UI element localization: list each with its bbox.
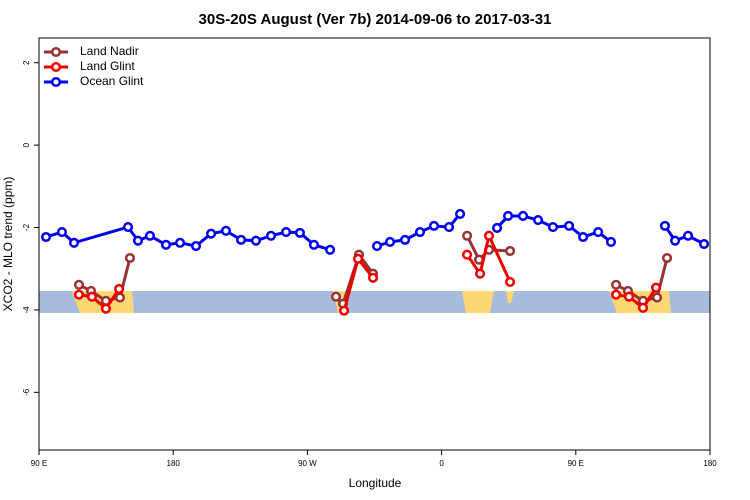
point [353,253,364,264]
point [662,252,673,264]
point [68,237,80,248]
legend-marker [50,61,62,73]
point [578,231,589,243]
legend-label: Land Nadir [80,44,139,58]
y-tick-label: -4 [22,306,31,314]
point [122,222,134,233]
point [330,291,342,302]
point [114,283,125,294]
point [504,276,516,287]
point [483,230,495,241]
y-tick-label: 0 [22,142,31,147]
point [73,289,85,300]
x-tick-label: 180 [703,459,717,468]
point [659,220,671,231]
point [235,234,247,245]
y-axis-label: XCO2 - MLO trend (ppm) [1,177,15,312]
point [564,220,575,231]
legend-label: Ocean Glint [80,74,144,88]
point [40,231,52,243]
y-tick-label: -2 [22,223,31,231]
point [652,292,663,303]
point [462,230,473,241]
legend-marker [50,76,62,88]
point [414,227,426,238]
point [190,241,202,252]
x-tick-label: 180 [167,459,181,468]
legend-label: Land Glint [80,59,135,73]
point [504,245,516,257]
map-strip [39,291,710,313]
point [325,244,336,255]
point [698,238,710,250]
x-tick-label: 0 [439,459,444,468]
point [533,215,544,226]
point [611,289,622,300]
y-tick-label: -6 [22,388,31,396]
point [339,305,350,316]
chart-title: 30S-20S August (Ver 7b) 2014-09-06 to 20… [199,11,552,28]
point [444,222,455,233]
point [547,222,559,233]
point [86,291,97,302]
point [683,230,694,241]
point [367,272,379,283]
point [206,228,217,239]
point [294,227,305,238]
point [400,234,411,245]
plot-frame [38,37,711,451]
point [475,268,486,279]
y-tick-label: 2 [22,60,31,65]
x-tick-label: 90 E [31,459,47,468]
point [462,249,473,260]
point [160,239,172,250]
x-tick-label: 90 W [298,459,317,468]
point [384,236,396,247]
point [593,227,604,238]
point [220,225,232,236]
point [281,227,292,238]
point [517,210,529,222]
point [100,303,112,314]
point [265,230,277,241]
legend-marker [50,46,62,58]
point [623,291,635,302]
point [132,235,144,246]
point [650,282,662,293]
point [124,252,136,264]
point [428,220,440,231]
point [144,230,155,241]
point [308,239,320,250]
x-axis-label: Longitude [349,476,402,490]
point [455,208,466,219]
point [637,302,649,313]
point [503,210,514,222]
point [73,279,85,290]
point [175,237,186,248]
point [114,292,126,303]
point [670,235,681,246]
point [605,236,617,247]
x-tick-label: 90 E [568,459,584,468]
point [56,227,68,238]
point [492,222,503,233]
point [371,241,383,252]
point [250,235,262,246]
point [611,279,622,290]
